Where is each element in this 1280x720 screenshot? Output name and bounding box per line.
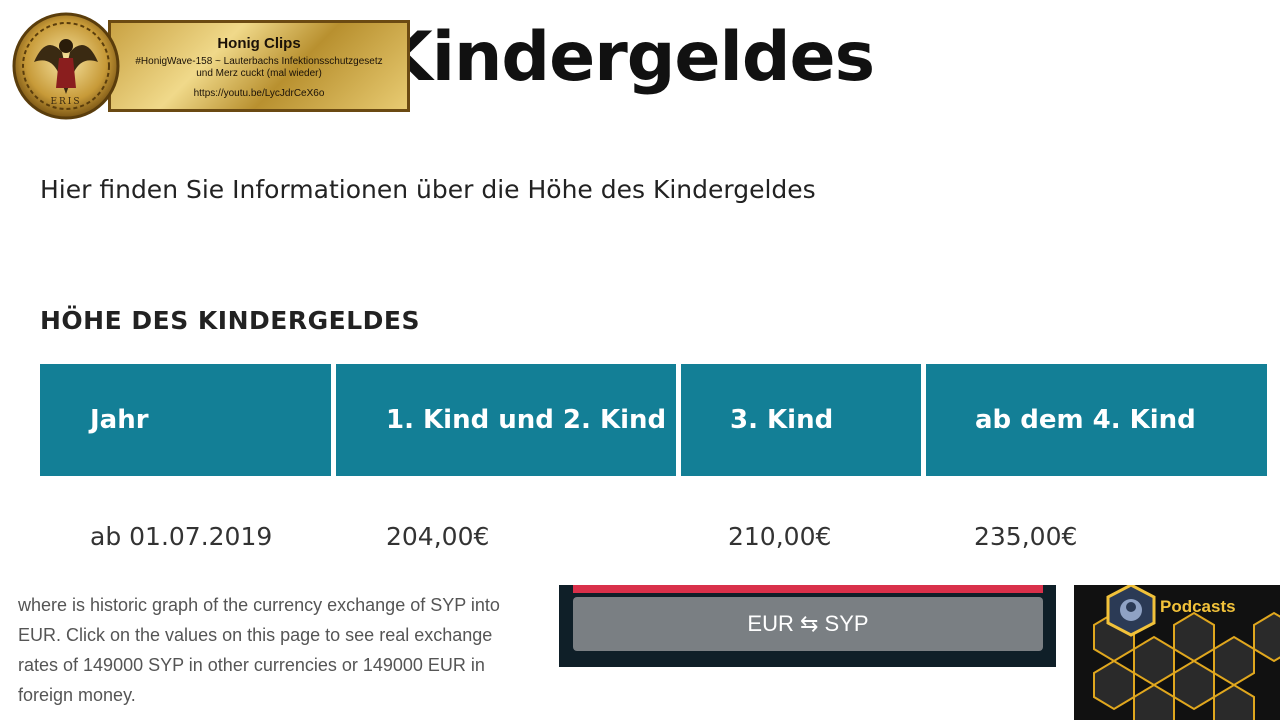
overlay-url: https://youtu.be/LycJdrCeX6o	[193, 88, 325, 99]
table-cell-jahr: ab 01.07.2019	[90, 522, 273, 551]
page-heading: Kindergeldes	[380, 18, 875, 97]
table-header-jahr: Jahr	[40, 364, 331, 476]
podcast-badge-icon	[1106, 585, 1156, 637]
section-title: HÖHE DES KINDERGELDES	[40, 306, 420, 335]
table-header-kind-4: ab dem 4. Kind	[926, 364, 1267, 476]
converter-widget: EUR ⇆ SYP	[559, 585, 1056, 667]
overlay-subtitle-line: #HonigWave-158 ~ Lauterbachs Infektionss…	[135, 56, 383, 67]
table-cell-kind-4: 235,00€	[974, 522, 1078, 551]
table-header-kind-3: 3. Kind	[681, 364, 921, 476]
widget-accent-bar	[573, 585, 1043, 593]
overlay-subtitle: #HonigWave-158 ~ Lauterbachs Infektionss…	[111, 56, 407, 80]
podcasts-label: Podcasts	[1160, 597, 1236, 616]
overlay-title: Honig Clips	[217, 35, 301, 52]
header-label: 1. Kind und 2. Kind	[386, 405, 667, 435]
intro-text: Hier finden Sie Informationen über die H…	[40, 175, 816, 204]
overlay-banner: Honig Clips #HonigWave-158 ~ Lauterbachs…	[108, 20, 410, 112]
table-cell-kind-1-2: 204,00€	[386, 522, 490, 551]
header-label: 3. Kind	[730, 405, 834, 435]
table-header-kind-1-2: 1. Kind und 2. Kind	[336, 364, 676, 476]
header-label: Jahr	[90, 405, 149, 435]
podcasts-panel[interactable]: Podcasts	[1074, 585, 1280, 720]
channel-overlay: Honig Clips #HonigWave-158 ~ Lauterbachs…	[12, 12, 410, 120]
currency-swap-button[interactable]: EUR ⇆ SYP	[573, 597, 1043, 651]
table-cell-kind-3: 210,00€	[728, 522, 832, 551]
exchange-caption: where is historic graph of the currency …	[18, 595, 500, 705]
overlay-logo-text: ERIS	[50, 97, 81, 107]
header-label: ab dem 4. Kind	[975, 405, 1196, 435]
hexagon-background-icon	[1093, 611, 1280, 720]
overlay-subtitle-line: und Merz cuckt (mal wieder)	[196, 68, 322, 79]
eris-medallion-icon: ERIS	[12, 12, 120, 120]
